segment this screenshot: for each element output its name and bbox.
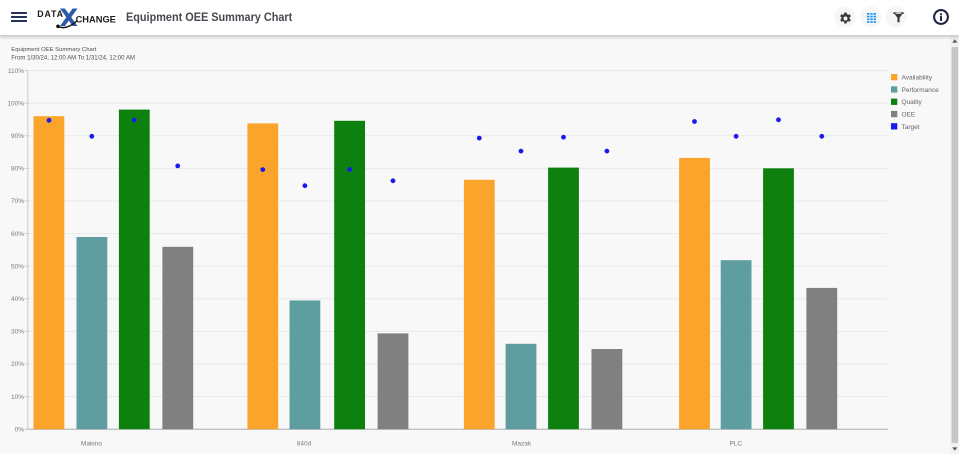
svg-text:Target: Target	[902, 124, 920, 131]
svg-text:100%: 100%	[7, 100, 24, 107]
svg-text:Performance: Performance	[902, 87, 940, 94]
svg-text:CHANGE: CHANGE	[76, 14, 116, 24]
svg-text:30%: 30%	[11, 329, 24, 336]
svg-text:OEE: OEE	[902, 112, 916, 119]
svg-text:DATA: DATA	[37, 9, 64, 19]
svg-text:Mazak: Mazak	[512, 440, 532, 447]
svg-text:20%: 20%	[11, 361, 24, 368]
svg-text:Equipment OEE Summary Chart: Equipment OEE Summary Chart	[11, 47, 96, 53]
svg-text:70%: 70%	[11, 198, 24, 205]
svg-text:From 1/30/24, 12:00 AM To 1/31: From 1/30/24, 12:00 AM To 1/31/24, 12:00…	[11, 55, 135, 61]
svg-text:60%: 60%	[11, 231, 24, 238]
svg-text:PLC: PLC	[729, 440, 742, 447]
svg-text:0%: 0%	[15, 426, 25, 433]
svg-text:840d: 840d	[297, 440, 312, 447]
svg-text:110%: 110%	[8, 68, 24, 75]
svg-text:Quality: Quality	[902, 99, 923, 106]
svg-text:Makino: Makino	[81, 440, 102, 447]
svg-text:50%: 50%	[11, 263, 24, 270]
svg-text:40%: 40%	[11, 296, 24, 303]
svg-text:10%: 10%	[11, 394, 24, 401]
svg-text:80%: 80%	[11, 166, 24, 173]
svg-text:90%: 90%	[11, 133, 24, 140]
svg-text:Availability: Availability	[902, 75, 933, 82]
